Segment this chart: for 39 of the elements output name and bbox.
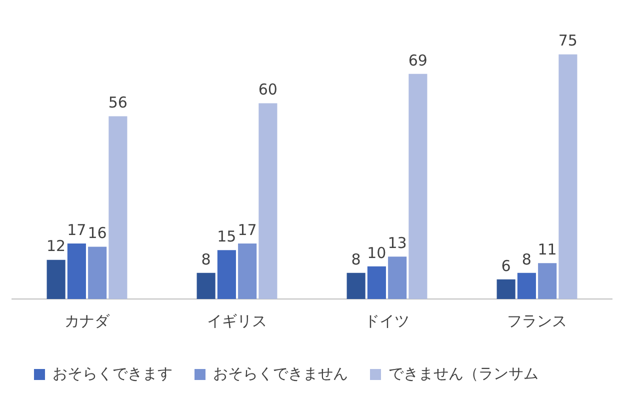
bar <box>346 272 366 299</box>
data-label: 56 <box>108 94 128 112</box>
data-label: 17 <box>238 220 257 239</box>
bar <box>258 103 278 299</box>
bar <box>238 244 257 299</box>
data-label: 6 <box>501 256 511 275</box>
data-label: 8 <box>522 250 532 268</box>
data-label: 13 <box>388 234 407 252</box>
data-label: 16 <box>88 224 107 242</box>
x-tick-label: ドイツ <box>364 312 410 330</box>
bar <box>108 116 128 299</box>
bar <box>408 74 428 299</box>
bar <box>496 279 516 299</box>
bar <box>558 54 578 299</box>
data-label: 11 <box>538 240 557 259</box>
legend-label: おそらくできます <box>52 364 172 382</box>
bar <box>538 263 557 299</box>
data-label: 60 <box>258 80 278 99</box>
data-label: 15 <box>217 227 236 246</box>
bar <box>367 266 386 299</box>
x-tick-label: カナダ <box>64 312 110 330</box>
bar <box>388 256 407 299</box>
bar <box>196 272 216 299</box>
legend-label: おそらくできません <box>213 364 348 382</box>
bar <box>46 260 66 299</box>
bar <box>217 250 236 299</box>
data-label: 69 <box>408 51 428 70</box>
bar <box>67 244 86 299</box>
data-label: 75 <box>558 32 578 50</box>
x-tick-label: イギリス <box>207 312 267 330</box>
data-label: 17 <box>67 220 86 239</box>
data-label: 12 <box>46 237 66 256</box>
bar <box>88 246 107 299</box>
x-tick-label: フランス <box>507 312 567 330</box>
data-label: 8 <box>201 250 211 268</box>
legend-label: できません（ランサム <box>388 364 538 382</box>
data-label: 8 <box>351 250 361 268</box>
bar <box>517 272 536 299</box>
data-label: 10 <box>367 244 386 262</box>
